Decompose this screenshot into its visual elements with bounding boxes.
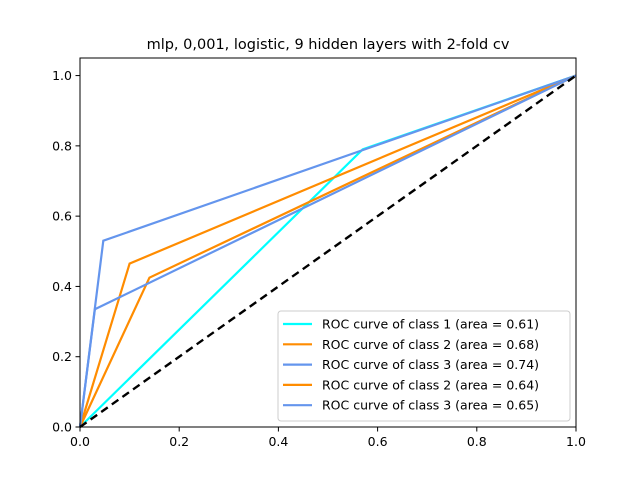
chance-diagonal-line: [79, 74, 577, 428]
y-tick-label: 0.0: [52, 420, 72, 435]
y-tick-label: 0.2: [52, 349, 72, 364]
y-tick-label: 1.0: [52, 68, 72, 83]
x-tick-label: 1.0: [566, 434, 586, 449]
y-tick-label: 0.6: [52, 209, 72, 224]
roc-series-line-5: [78, 74, 577, 428]
plot-frame: [79, 57, 577, 428]
y-tick-label: 0.4: [52, 279, 72, 294]
legend-entry-label: ROC curve of class 2 (area = 0.64): [322, 377, 539, 392]
legend-box: [277, 310, 571, 422]
roc-series-line-4: [79, 74, 577, 428]
x-tick-label: 0.2: [169, 434, 189, 449]
x-tick-label: 0.4: [268, 434, 288, 449]
legend-entry-label: ROC curve of class 2 (area = 0.68): [322, 337, 539, 352]
x-tick-label: 0.0: [70, 434, 90, 449]
x-tick-label: 0.6: [368, 434, 388, 449]
legend-entry-label: ROC curve of class 3 (area = 0.74): [322, 357, 539, 372]
chart-title: mlp, 0,001, logistic, 9 hidden layers wi…: [147, 37, 510, 53]
x-tick-label: 0.8: [467, 434, 487, 449]
y-tick-label: 0.8: [52, 138, 72, 153]
legend-entry-label: ROC curve of class 3 (area = 0.65): [322, 398, 539, 413]
roc-series-line-2: [78, 74, 577, 428]
legend-entry-label: ROC curve of class 1 (area = 0.61): [322, 317, 539, 332]
